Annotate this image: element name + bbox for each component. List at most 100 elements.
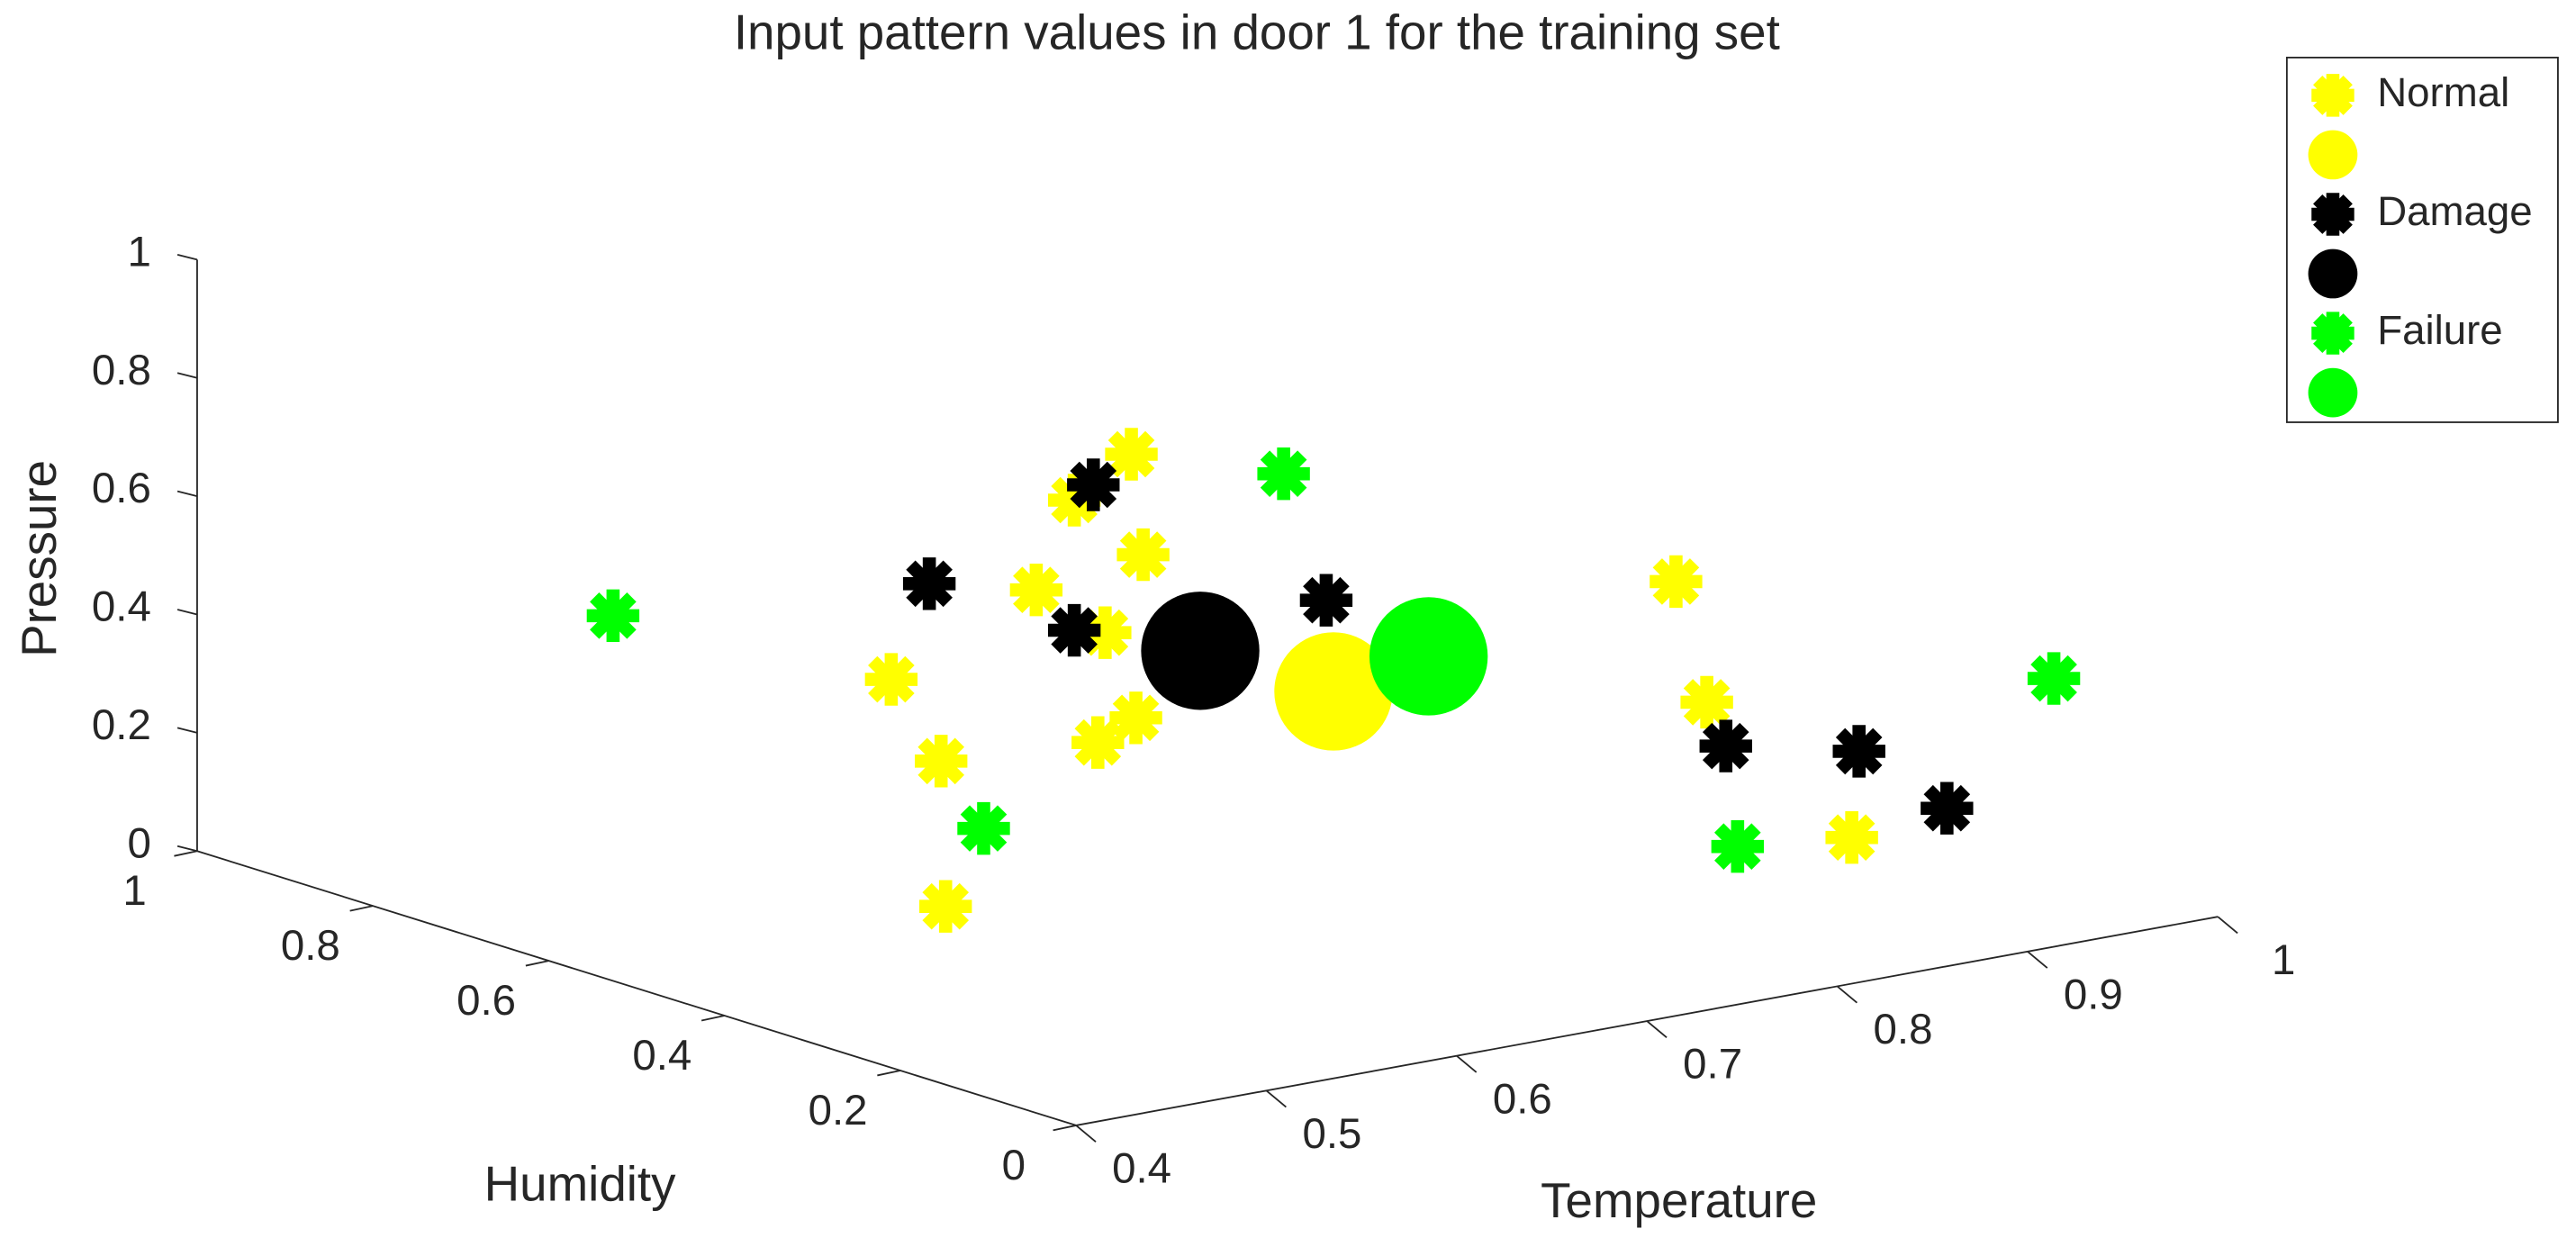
legend-label: Failure	[2377, 307, 2502, 353]
data-point	[1141, 592, 1260, 710]
data-point	[915, 735, 968, 788]
y-tick	[1053, 1125, 1077, 1132]
star-core	[1126, 538, 1160, 572]
star-core	[1119, 701, 1152, 735]
data-point	[1699, 719, 1752, 773]
data-point	[902, 557, 956, 610]
y-tick-label: 1	[122, 867, 146, 915]
data-point	[1105, 428, 1158, 481]
legend-box	[2285, 57, 2559, 423]
z-tick	[176, 609, 198, 616]
star-core	[1077, 468, 1110, 502]
star-core	[1659, 565, 1693, 599]
star-core	[1930, 791, 1964, 825]
y-tick	[525, 960, 549, 967]
x-tick	[1265, 1089, 1287, 1108]
star-core	[1019, 574, 1053, 607]
data-point	[1071, 716, 1125, 769]
z-tick-label: 0.8	[92, 347, 151, 394]
star-core	[2319, 82, 2346, 109]
z-tick-label: 0	[127, 819, 150, 867]
data-point	[919, 880, 972, 933]
star-core	[929, 890, 963, 923]
z-tick	[176, 253, 198, 261]
data-point	[864, 653, 918, 706]
x-tick-label: 0.9	[2064, 971, 2123, 1018]
data-point	[1067, 458, 1120, 511]
z-tick-label: 1	[127, 228, 150, 276]
star-core	[925, 745, 958, 778]
data-point	[1369, 597, 1488, 716]
legend-marker	[2308, 367, 2358, 418]
z-tick-label: 0.4	[92, 583, 151, 631]
data-point	[2311, 193, 2355, 236]
data-point	[1116, 528, 1170, 582]
data-point	[1009, 563, 1063, 617]
z-axis-label: Pressure	[11, 460, 67, 657]
data-point	[1274, 632, 1393, 751]
data-point	[1921, 782, 1974, 835]
y-tick-label: 0.2	[809, 1087, 868, 1134]
star-core	[1058, 613, 1091, 647]
y-tick-label: 0.6	[456, 977, 516, 1025]
x-axis-label: Temperature	[1541, 1172, 1817, 1228]
star-core	[1835, 821, 1868, 854]
y-tick	[349, 905, 374, 912]
x-tick	[2027, 951, 2048, 969]
y-tick	[174, 850, 198, 857]
data-point	[1825, 810, 1878, 864]
x-tick-label: 1	[2272, 936, 2295, 984]
x-tick	[2217, 916, 2238, 935]
data-point	[1257, 447, 1310, 501]
x-tick	[1456, 1054, 1478, 1073]
legend-label: Normal	[2377, 69, 2509, 115]
x-tick	[1075, 1125, 1097, 1143]
data-point	[2027, 652, 2081, 705]
y-tick	[877, 1070, 901, 1077]
x-tick-label: 0.4	[1112, 1145, 1171, 1193]
legend-marker	[2308, 130, 2358, 180]
star-core	[1690, 685, 1723, 719]
data-point	[2311, 74, 2355, 117]
star-core	[1309, 583, 1343, 617]
y-tick-label: 0.8	[281, 922, 340, 970]
data-point	[1711, 820, 1765, 873]
x-tick-label: 0.5	[1302, 1110, 1361, 1158]
x-tick-label: 0.8	[1874, 1006, 1933, 1053]
data-point	[957, 801, 1010, 855]
star-core	[2319, 320, 2346, 347]
legend-marker	[2308, 248, 2358, 299]
star-core	[1842, 735, 1876, 768]
data-point	[1299, 574, 1353, 627]
star-core	[874, 663, 908, 696]
z-tick	[176, 845, 198, 853]
z-tick	[176, 727, 198, 734]
data-point	[1832, 725, 1885, 778]
data-point	[2311, 312, 2355, 355]
y-axis-label: Humidity	[484, 1156, 676, 1212]
y-tick	[700, 1015, 725, 1022]
x-tick	[1836, 985, 1858, 1004]
z-tick	[176, 372, 198, 379]
z-tick-label: 0.6	[92, 465, 151, 512]
star-core	[1267, 457, 1300, 491]
data-point	[1650, 555, 1703, 609]
x-tick-label: 0.6	[1493, 1075, 1552, 1123]
chart-title: Input pattern values in door 1 for the t…	[734, 5, 1780, 60]
star-core	[2037, 662, 2071, 695]
z-tick	[176, 490, 198, 497]
y-tick-label: 0	[1002, 1142, 1026, 1189]
star-core	[1081, 726, 1115, 759]
star-core	[2319, 201, 2346, 228]
x-tick-label: 0.7	[1683, 1041, 1742, 1089]
data-point	[1109, 691, 1162, 745]
star-core	[596, 599, 629, 632]
y-tick-label: 0.4	[632, 1032, 691, 1080]
data-point	[586, 589, 640, 643]
star-core	[1115, 438, 1148, 471]
legend-label: Damage	[2377, 188, 2532, 234]
data-point	[1047, 603, 1101, 657]
star-core	[1721, 830, 1754, 863]
